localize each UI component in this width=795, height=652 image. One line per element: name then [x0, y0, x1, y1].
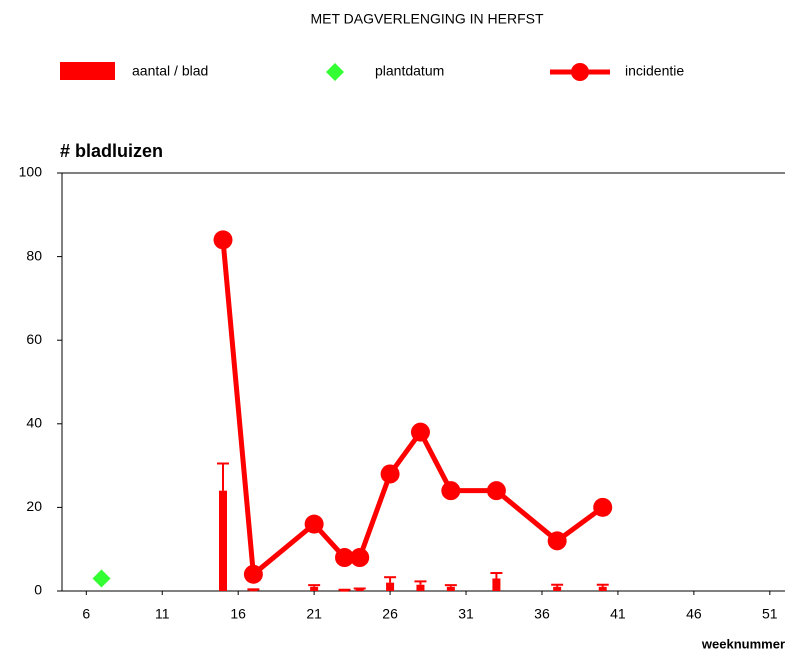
bar	[310, 586, 319, 591]
line-marker	[486, 481, 506, 501]
legend-swatch-diamond	[326, 63, 344, 81]
bar	[340, 590, 349, 592]
x-tick-label: 36	[534, 606, 550, 622]
bar	[249, 589, 258, 592]
line-marker	[441, 481, 461, 501]
line-marker	[410, 422, 430, 442]
line-marker	[380, 464, 400, 484]
line-marker	[335, 548, 355, 568]
legend-label: plantdatum	[375, 63, 444, 79]
chart-title: MET DAGVERLENGING IN HERFST	[310, 11, 544, 27]
line-marker	[350, 548, 370, 568]
y-tick-label: 60	[26, 331, 42, 347]
bar	[598, 586, 607, 591]
x-tick-label: 6	[82, 606, 90, 622]
legend-label: aantal / blad	[132, 63, 208, 79]
legend-swatch-bar	[60, 62, 115, 80]
x-tick-label: 46	[686, 606, 702, 622]
y-axis-label: # bladluizen	[60, 141, 163, 161]
line-marker	[243, 564, 263, 584]
x-tick-label: 26	[382, 606, 398, 622]
y-tick-label: 0	[34, 582, 42, 598]
legend-label: incidentie	[625, 63, 684, 79]
line	[220, 239, 605, 577]
bar	[416, 584, 425, 591]
x-tick-label: 16	[230, 606, 246, 622]
bar	[355, 589, 364, 591]
line-marker	[593, 497, 613, 517]
y-tick-label: 20	[26, 498, 42, 514]
bar	[386, 582, 395, 591]
bar	[492, 578, 501, 591]
legend-swatch-marker	[571, 63, 589, 81]
y-tick-label: 40	[26, 415, 42, 431]
x-tick-label: 21	[306, 606, 322, 622]
line-marker	[547, 531, 567, 551]
y-tick-label: 80	[26, 247, 42, 263]
diamond-marker	[92, 569, 111, 588]
x-axis-label: weeknummer	[701, 636, 785, 651]
line-marker	[304, 514, 324, 534]
bar	[219, 490, 228, 591]
line-marker	[213, 230, 233, 250]
bar	[553, 586, 562, 591]
x-tick-label: 11	[155, 606, 170, 622]
x-tick-label: 41	[610, 606, 626, 622]
y-tick-label: 100	[19, 164, 43, 180]
bar	[446, 586, 455, 591]
x-tick-label: 31	[458, 606, 474, 622]
x-tick-label: 51	[762, 606, 778, 622]
